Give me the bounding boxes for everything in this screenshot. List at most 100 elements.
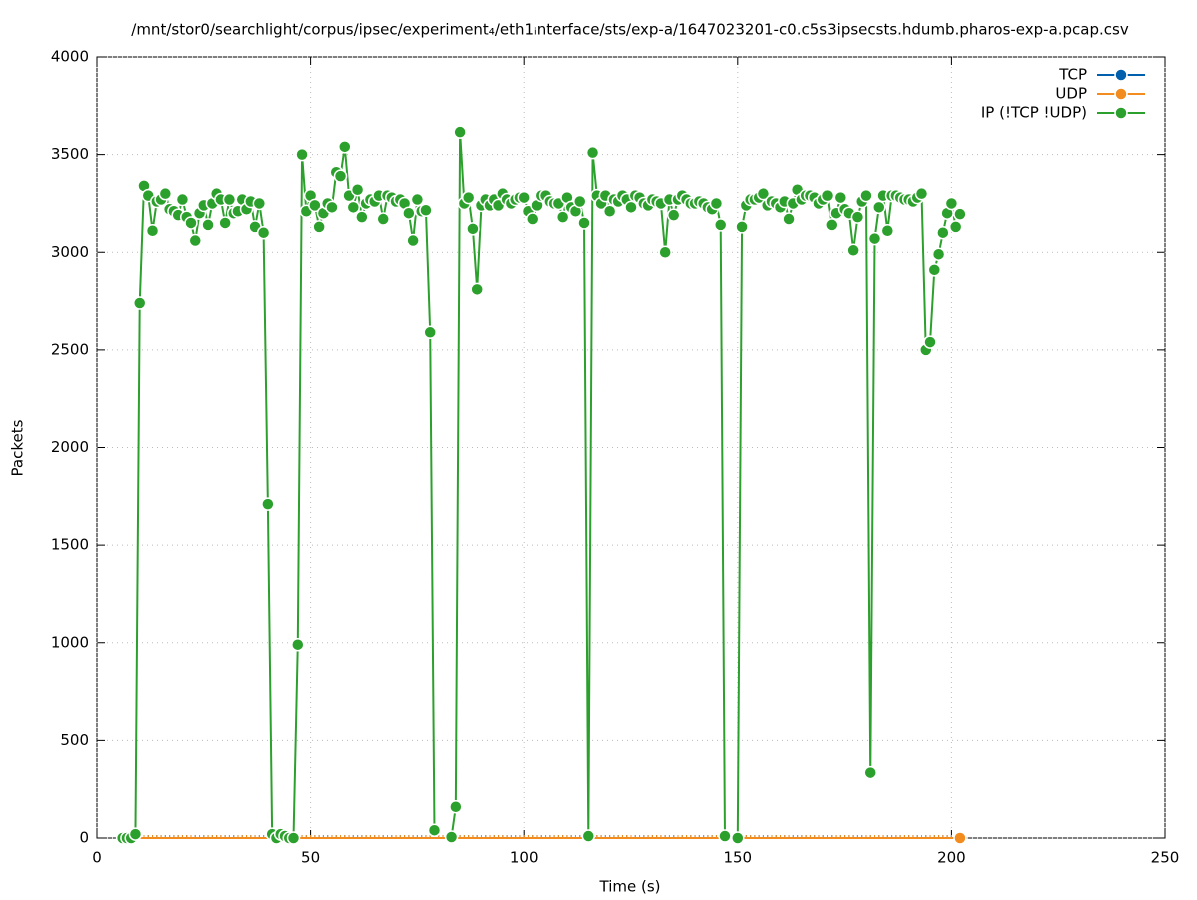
y-tick-label: 3000: [51, 243, 89, 261]
x-tick-label: 50: [301, 849, 320, 867]
data-point: [867, 231, 882, 246]
data-point: [350, 183, 365, 197]
data-point: [517, 190, 531, 205]
data-point: [953, 207, 967, 221]
data-point: [555, 210, 570, 224]
data-point: [308, 198, 322, 213]
legend-swatch: [1114, 87, 1128, 101]
data-point: [872, 200, 886, 215]
y-tick-label: 0: [79, 829, 89, 847]
data-point: [188, 233, 203, 248]
data-point: [256, 225, 271, 240]
data-point: [859, 188, 873, 203]
data-point: [624, 200, 638, 215]
data-point: [325, 200, 339, 215]
data-point: [449, 800, 463, 814]
y-tick-label: 2000: [51, 438, 89, 456]
data-point: [577, 216, 591, 230]
x-tick-label: 200: [937, 849, 966, 867]
data-point: [953, 831, 967, 845]
data-point: [175, 192, 190, 207]
data-point: [581, 829, 596, 843]
data-point: [846, 243, 860, 258]
data-point: [948, 220, 963, 234]
data-point: [931, 247, 946, 261]
data-point: [346, 200, 361, 215]
data-point: [201, 218, 215, 232]
data-point: [923, 335, 937, 349]
data-point: [218, 216, 232, 230]
data-point: [782, 212, 796, 226]
data-point: [820, 188, 835, 203]
data-point: [376, 212, 390, 226]
legend-label: TCP: [1058, 66, 1087, 84]
data-point: [470, 282, 484, 297]
data-point: [184, 216, 198, 230]
data-point: [718, 829, 732, 843]
y-tick-label: 2500: [51, 340, 89, 358]
y-axis-label: Packets: [9, 419, 27, 476]
data-point: [419, 203, 433, 218]
data-point: [252, 196, 267, 211]
data-point: [423, 325, 437, 340]
legend-swatch: [1114, 106, 1128, 120]
legend-label: IP (!TCP !UDP): [981, 104, 1087, 122]
x-tick-label: 150: [723, 849, 752, 867]
data-point: [145, 224, 160, 238]
data-point: [158, 186, 173, 201]
data-point: [735, 220, 749, 234]
data-point: [355, 210, 369, 224]
data-point: [585, 145, 600, 160]
y-tick-label: 500: [60, 731, 89, 749]
data-point: [731, 831, 745, 845]
data-point: [312, 220, 326, 234]
data-point: [709, 196, 724, 211]
data-point: [132, 296, 147, 310]
data-point: [410, 192, 425, 207]
data-point: [338, 140, 352, 154]
data-point: [927, 263, 942, 277]
chart-title: /mnt/stor0/searchlight/corpus/ipsec/expe…: [131, 21, 1129, 39]
data-point: [833, 190, 848, 205]
data-point: [261, 497, 275, 511]
x-axis-label: Time (s): [599, 878, 661, 896]
data-point: [666, 208, 681, 222]
data-point: [333, 169, 348, 183]
data-point: [936, 225, 950, 240]
data-point: [944, 196, 959, 211]
data-point: [286, 831, 301, 845]
data-point: [128, 827, 143, 841]
data-point: [466, 222, 480, 236]
legend-label: UDP: [1055, 85, 1087, 103]
data-point: [444, 830, 459, 844]
data-point: [222, 192, 237, 207]
data-point: [880, 224, 895, 238]
data-point: [863, 765, 877, 780]
data-point: [291, 637, 305, 652]
data-point: [914, 186, 929, 201]
data-point: [825, 218, 839, 232]
data-point: [713, 218, 728, 232]
data-point: [525, 212, 540, 226]
y-tick-label: 1000: [51, 633, 89, 651]
data-point: [402, 206, 416, 220]
data-point: [572, 194, 587, 209]
x-tick-label: 100: [510, 849, 539, 867]
data-point: [602, 204, 617, 218]
data-point: [453, 125, 467, 139]
data-point: [756, 186, 771, 201]
data-point: [461, 190, 476, 205]
data-point: [406, 233, 420, 248]
data-point: [658, 245, 672, 259]
y-tick-label: 4000: [51, 48, 89, 66]
y-tick-label: 1500: [51, 536, 89, 554]
x-tick-label: 250: [1151, 849, 1180, 867]
data-point: [850, 210, 865, 224]
x-tick-label: 0: [92, 849, 102, 867]
data-point: [295, 147, 309, 162]
legend-swatch: [1114, 68, 1128, 82]
data-point: [427, 823, 442, 837]
y-tick-label: 3500: [51, 145, 89, 163]
